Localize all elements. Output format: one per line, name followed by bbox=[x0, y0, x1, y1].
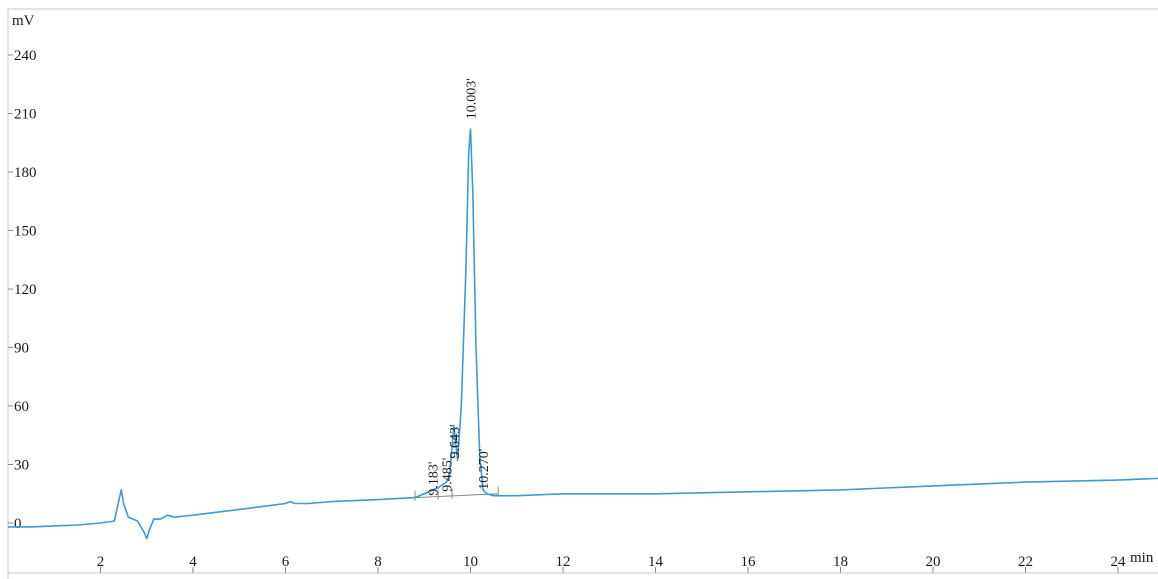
x-unit-label: min bbox=[1130, 550, 1154, 566]
x-tick-label: 18 bbox=[833, 554, 848, 570]
x-tick-label: 10 bbox=[463, 554, 478, 570]
y-tick-label: 90 bbox=[14, 341, 29, 357]
integration-baseline bbox=[414, 493, 499, 499]
y-unit-label: mV bbox=[12, 13, 35, 29]
y-tick-label: 60 bbox=[14, 399, 29, 415]
x-tick-group: 2 4 6 8 10 12 14 16 18 20 22 24 bbox=[97, 554, 1126, 573]
peak-label-group: 9.183'9.485'9.643' 10.003' 10.270' bbox=[427, 78, 492, 495]
y-tick-label: 180 bbox=[14, 165, 37, 181]
peak-retention-label: 10.270' bbox=[477, 449, 492, 490]
integration-baseline-group bbox=[414, 486, 499, 501]
x-tick-label: 2 bbox=[97, 554, 105, 570]
chromatogram-trace bbox=[8, 128, 1158, 540]
y-tick-label: 240 bbox=[14, 48, 37, 64]
x-tick-label: 16 bbox=[741, 554, 757, 570]
y-tick-label: 120 bbox=[14, 282, 37, 298]
x-tick-label: 6 bbox=[282, 554, 290, 570]
y-tick-label: 0 bbox=[14, 516, 22, 532]
y-tick-group: 0 30 60 90 120 150 180 210 240 bbox=[8, 48, 37, 532]
y-tick-label: 150 bbox=[14, 224, 37, 240]
x-tick-label: 22 bbox=[1018, 554, 1033, 570]
peak-retention-label: 10.003' bbox=[465, 78, 480, 119]
peak-retention-label: 9.183' bbox=[427, 462, 442, 496]
peak-retention-label: 9.643' bbox=[448, 425, 463, 459]
x-tick-label: 20 bbox=[926, 554, 941, 570]
x-tick-label: 14 bbox=[648, 554, 664, 570]
y-tick-label: 30 bbox=[14, 458, 29, 474]
x-tick-label: 24 bbox=[1111, 554, 1127, 570]
x-tick-label: 12 bbox=[556, 554, 571, 570]
y-tick-label: 210 bbox=[14, 107, 37, 123]
peak-retention-label: 9.485' bbox=[441, 458, 456, 492]
x-tick-label: 8 bbox=[374, 554, 382, 570]
x-tick-label: 4 bbox=[189, 554, 197, 570]
series-group bbox=[8, 128, 1158, 540]
